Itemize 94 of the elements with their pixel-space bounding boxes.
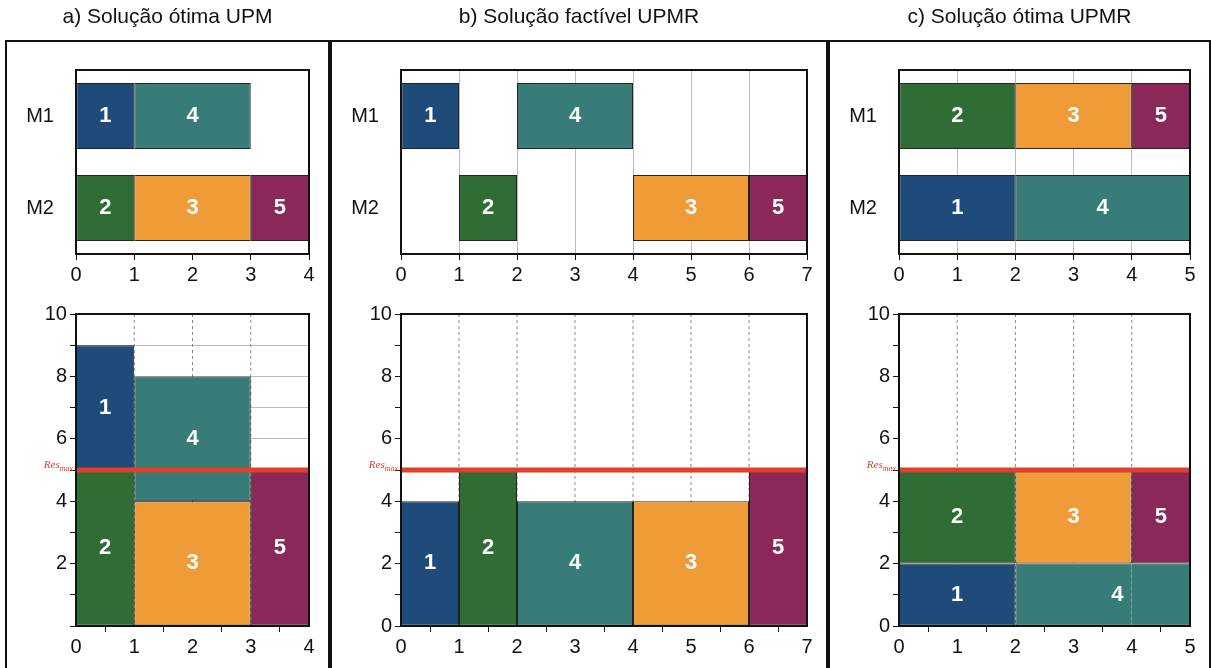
y-tick-label: 2 [878,551,890,574]
series-label: 1 [99,393,112,419]
x-tick-label: 2 [186,634,199,657]
series-label: 5 [1154,502,1168,528]
x-tick-label: 1 [453,262,465,285]
series-label: 2 [99,194,112,220]
x-tick-label: 1 [951,262,963,285]
x-tick-label: 3 [1068,634,1080,657]
series-label: 4 [186,424,200,450]
x-tick-label: 1 [128,262,140,285]
x-tick-label: 5 [685,634,697,657]
series-label: 3 [1067,502,1080,528]
series-label: 3 [1067,102,1080,128]
x-tick-label: 4 [627,634,639,657]
y-tick-label: 6 [55,426,67,449]
x-tick-label: 0 [395,262,407,285]
x-tick-label: 4 [303,262,315,285]
series-label: 4 [568,102,582,128]
x-tick-label: 2 [186,262,199,285]
chart-title: c) Solução ótima UPMR [906,4,1133,28]
x-tick-label: 5 [1184,262,1196,285]
series-label: 3 [186,549,199,575]
x-tick-label: 0 [70,262,82,285]
x-tick-label: 6 [743,262,755,285]
series-label: 5 [1154,102,1168,128]
y-tick-label: 4 [55,488,67,511]
y-tick-label: 6 [380,426,392,449]
series-label: 2 [481,194,495,220]
series-label: 3 [684,194,698,220]
y-tick-label: M1 [849,103,877,126]
x-tick-label: 3 [245,262,257,285]
series-label: 4 [1111,580,1125,606]
x-tick-label: 6 [743,634,755,657]
y-tick-label: 4 [878,488,890,511]
series-label: 2 [99,533,112,559]
x-tick-label: 0 [395,634,407,657]
y-tick-label: 6 [878,426,890,449]
y-tick-label: M2 [26,195,54,218]
chart-title: b) Solução factível UPMR [457,4,701,28]
series-label: 3 [186,194,199,220]
x-tick-label: 7 [801,634,813,657]
y-tick-label: 10 [44,301,67,324]
y-tick-label: 4 [380,488,392,511]
x-tick-label: 5 [1184,634,1196,657]
y-tick-label: 8 [380,363,392,386]
y-tick-label: 10 [867,301,890,324]
x-tick-label: 2 [1009,634,1021,657]
y-tick-label: M1 [26,103,54,126]
series-label: 4 [186,102,200,128]
series-label: 5 [771,194,785,220]
x-tick-label: 4 [1126,262,1138,285]
y-tick-label: M1 [351,103,379,126]
series-label: 1 [99,102,112,128]
x-tick-label: 1 [951,634,963,657]
x-tick-label: 4 [627,262,639,285]
x-tick-label: 3 [569,634,581,657]
series-label: 1 [424,102,437,128]
x-tick-label: 7 [801,262,813,285]
series-label: 2 [951,502,964,528]
x-tick-label: 3 [569,262,581,285]
series-label: 1 [951,580,964,606]
series-label: 5 [771,533,785,559]
series-label: 4 [1096,194,1110,220]
x-tick-label: 0 [70,634,82,657]
series-label: 4 [568,549,582,575]
x-tick-label: 3 [245,634,257,657]
y-tick-label: 2 [55,551,67,574]
series-label: 2 [481,533,495,559]
series-label: 1 [423,549,437,575]
x-tick-label: 4 [1126,634,1138,657]
series-label: 5 [273,194,286,220]
chart-title: a) Solução ótima UPM [61,4,274,28]
x-tick-label: 3 [1068,262,1080,285]
y-tick-label: 2 [380,551,392,574]
x-tick-label: 0 [893,262,905,285]
y-tick-label: 8 [878,363,890,386]
x-tick-label: 1 [128,634,140,657]
y-tick-label: 10 [369,301,392,324]
x-tick-label: 1 [453,634,465,657]
y-tick-label: 0 [878,613,890,636]
x-tick-label: 2 [511,262,523,285]
x-tick-label: 4 [303,634,315,657]
y-tick-label: 0 [380,613,392,636]
x-tick-label: 2 [511,634,523,657]
series-label: 5 [273,533,286,559]
y-tick-label: M2 [351,195,379,218]
y-tick-label: M2 [849,195,877,218]
x-tick-label: 2 [1009,262,1021,285]
series-label: 3 [684,549,698,575]
series-label: 1 [951,194,964,220]
series-label: 2 [951,102,964,128]
x-tick-label: 0 [893,634,905,657]
y-tick-label: 8 [55,363,67,386]
x-tick-label: 5 [685,262,697,285]
